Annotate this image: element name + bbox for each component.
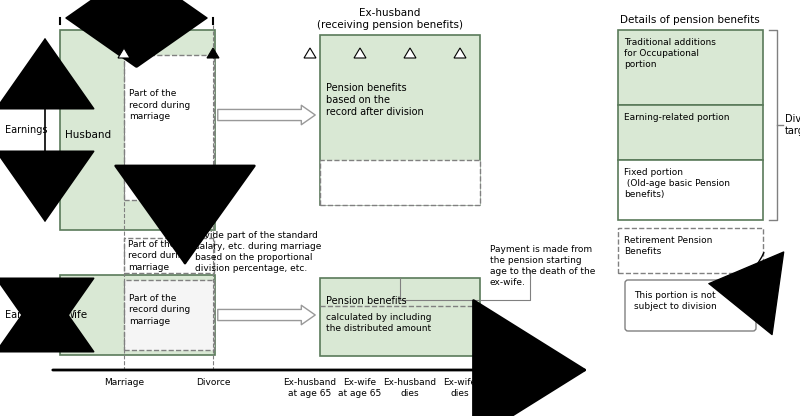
- Text: Part of the
record during
marriage: Part of the record during marriage: [128, 240, 190, 272]
- Polygon shape: [454, 48, 466, 58]
- Text: Part of the
record during
marriage: Part of the record during marriage: [129, 89, 190, 121]
- Text: Pension benefits
based on the
record after division: Pension benefits based on the record aft…: [326, 83, 424, 117]
- Bar: [60, 30, 215, 230]
- Text: Ex-husband
dies: Ex-husband dies: [383, 378, 437, 398]
- Text: Ex-husband
at age 65: Ex-husband at age 65: [283, 378, 337, 398]
- Text: Details of pension benefits: Details of pension benefits: [620, 15, 760, 25]
- Bar: [618, 228, 763, 273]
- Text: Divide part of the standard
salary, etc. during marriage
based on the proportion: Divide part of the standard salary, etc.…: [195, 231, 322, 273]
- Bar: [618, 105, 763, 160]
- Text: Fixed portion
 (Old-age basic Pension
benefits): Fixed portion (Old-age basic Pension ben…: [624, 168, 730, 199]
- Text: Division
targets: Division targets: [785, 114, 800, 136]
- Text: Marriage: Marriage: [104, 378, 144, 387]
- Text: Payment is made from
the pension starting
age to the death of the
ex-wife.: Payment is made from the pension startin…: [490, 245, 595, 287]
- Text: Retirement Pension
Benefits: Retirement Pension Benefits: [624, 236, 712, 256]
- Text: Ex-wife
at age 65: Ex-wife at age 65: [338, 378, 382, 398]
- Text: Participation
Period: Participation Period: [104, 0, 170, 16]
- Text: Part of the
record during
marriage: Part of the record during marriage: [129, 295, 190, 326]
- Bar: [60, 275, 215, 355]
- Bar: [320, 160, 480, 205]
- Bar: [320, 278, 480, 356]
- Text: Earning-related portion: Earning-related portion: [624, 113, 730, 122]
- Polygon shape: [304, 48, 316, 58]
- FancyBboxPatch shape: [625, 280, 756, 331]
- Bar: [320, 35, 480, 205]
- Bar: [124, 55, 214, 200]
- Bar: [124, 280, 214, 350]
- Polygon shape: [118, 48, 130, 58]
- Text: Earnings: Earnings: [5, 310, 47, 320]
- Polygon shape: [354, 48, 366, 58]
- Polygon shape: [207, 48, 219, 58]
- Text: Earnings: Earnings: [5, 125, 47, 135]
- Bar: [618, 30, 763, 105]
- Text: Ex-husband
(receiving pension benefits): Ex-husband (receiving pension benefits): [317, 8, 463, 30]
- Text: Traditional additions
for Occupational
portion: Traditional additions for Occupational p…: [624, 38, 716, 69]
- Text: Husband: Husband: [65, 130, 111, 140]
- Polygon shape: [404, 48, 416, 58]
- Bar: [618, 160, 763, 220]
- Text: Pension benefits: Pension benefits: [326, 296, 406, 306]
- Text: Divorce: Divorce: [196, 378, 230, 387]
- Bar: [124, 238, 214, 273]
- Text: This portion is not
subject to division: This portion is not subject to division: [634, 291, 717, 311]
- Text: Wife: Wife: [65, 310, 88, 320]
- Text: calculated by including
the distributed amount: calculated by including the distributed …: [326, 313, 431, 333]
- Text: Ex-wife
dies: Ex-wife dies: [443, 378, 477, 398]
